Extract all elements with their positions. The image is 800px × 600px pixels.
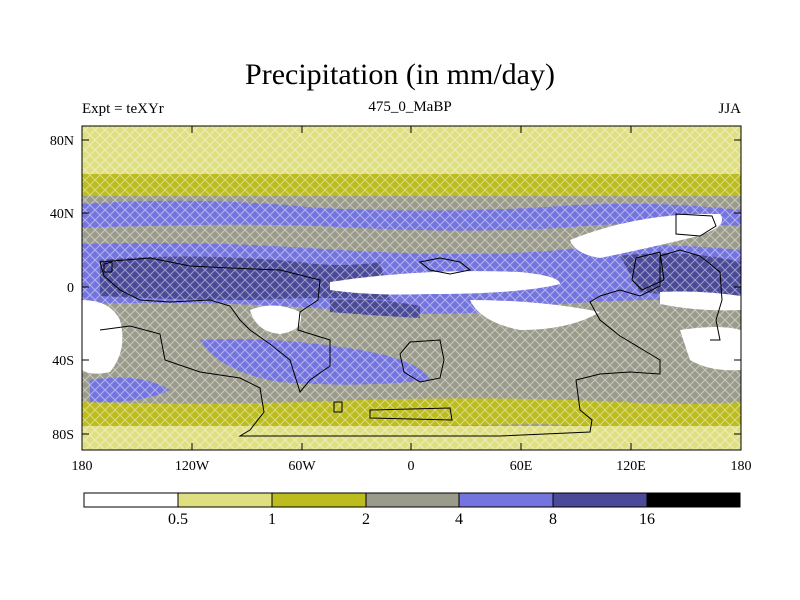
y-axis: 80N 40N 0 40S 80S	[50, 134, 741, 443]
stipple-overlay	[82, 126, 741, 450]
x-tick-label: 180	[731, 459, 752, 474]
colorbar-box	[271, 492, 367, 508]
y-tick-label: 40N	[50, 207, 74, 222]
colorbar-label: 0.5	[168, 511, 188, 528]
x-tick-label: 120E	[616, 459, 646, 474]
colorbar-box	[458, 492, 554, 508]
continent-outlines	[99, 213, 723, 437]
x-tick-label: 120W	[175, 459, 210, 474]
colorbar: 0.5 1 2 4 8 16	[83, 492, 741, 528]
colorbar-label: 2	[362, 511, 370, 528]
x-tick-label: 180	[72, 459, 93, 474]
season-label: JJA	[718, 101, 741, 117]
colorbar-box	[177, 492, 273, 508]
colorbar-label: 16	[639, 511, 655, 528]
colorbar-box	[365, 492, 460, 508]
colorbar-label: 8	[549, 511, 557, 528]
y-tick-label: 40S	[52, 354, 74, 369]
experiment-label: Expt = teXYr	[82, 101, 164, 117]
map-fill	[82, 126, 741, 450]
x-tick-label: 60E	[510, 459, 533, 474]
x-axis: 180 120W 60W 0 60E 120E 180	[72, 126, 752, 474]
y-tick-label: 80S	[52, 428, 74, 443]
colorbar-box	[552, 492, 648, 508]
colorbar-box	[646, 492, 741, 508]
colorbar-label: 4	[455, 511, 463, 528]
x-tick-label: 60W	[288, 459, 316, 474]
colorbar-box	[83, 492, 179, 508]
colorbar-label: 1	[268, 511, 276, 528]
y-tick-label: 80N	[50, 134, 74, 149]
y-tick-label: 0	[67, 281, 74, 296]
x-tick-label: 0	[408, 459, 415, 474]
time-label: 475_0_MaBP	[368, 99, 452, 115]
map-title: Precipitation (in mm/day)	[245, 58, 555, 91]
